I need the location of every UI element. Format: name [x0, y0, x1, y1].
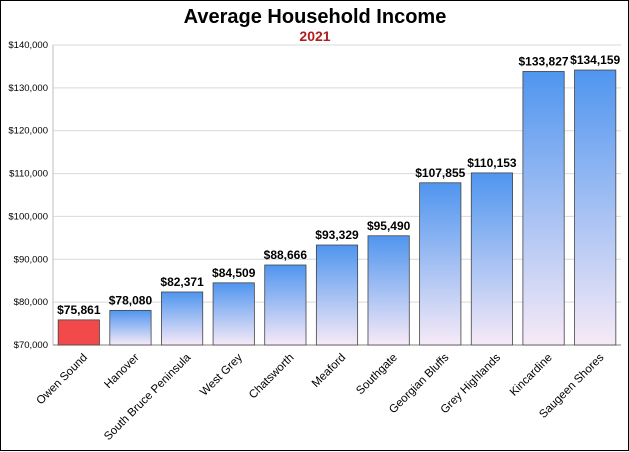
y-tick-label: $100,000 [8, 211, 48, 222]
y-tick-label: $80,000 [14, 297, 48, 308]
bar [315, 244, 359, 346]
y-tick-label: $90,000 [14, 254, 48, 265]
data-labels: $75,861 $78,080 $82,371 $84,509 $88,666 $93,3… [57, 53, 620, 317]
bar [57, 319, 100, 346]
bar [264, 264, 307, 346]
data-label: $75,861 [57, 303, 101, 317]
data-label: $93,329 [315, 228, 359, 242]
data-label: $95,490 [367, 219, 411, 233]
x-tick-label: South Bruce Peninsula [102, 351, 194, 443]
data-label: $82,371 [160, 275, 204, 289]
bar [109, 309, 152, 346]
y-tick-label: $120,000 [8, 126, 48, 137]
data-label: $78,080 [109, 293, 153, 307]
data-label: $110,153 [467, 156, 517, 170]
y-tick-label: $140,000 [8, 40, 48, 51]
data-label: $88,666 [264, 248, 308, 262]
x-tick-label: West Grey [198, 352, 245, 399]
bar [419, 182, 462, 346]
y-tick-label: $110,000 [9, 169, 48, 180]
bar [367, 235, 410, 346]
bar [161, 291, 204, 346]
chart-subtitle: 2021 [299, 28, 330, 44]
x-tick-label: Chatsworth [247, 352, 297, 402]
x-tick-label: Southgate [354, 352, 400, 398]
data-label: $84,509 [212, 266, 256, 280]
bars [57, 69, 617, 346]
x-tick-label: Owen Sound [35, 352, 91, 408]
bar [470, 172, 513, 346]
data-label: $107,855 [415, 166, 465, 180]
y-tick-label: $130,000 [8, 83, 48, 94]
bar [212, 282, 255, 346]
bar [522, 71, 565, 346]
y-axis-ticks: $70,000 $80,000 $90,000 $100,000 $110,000 $12… [8, 40, 48, 351]
bar [574, 69, 617, 346]
x-tick-label: Hanover [102, 352, 141, 391]
y-tick-label: $70,000 [14, 340, 48, 351]
data-label: $133,827 [519, 54, 569, 68]
x-tick-label: Kincardine [508, 352, 555, 399]
x-tick-label: Meaford [310, 352, 348, 390]
chart-title: Average Household Income [184, 6, 447, 28]
data-label: $134,159 [570, 53, 620, 67]
